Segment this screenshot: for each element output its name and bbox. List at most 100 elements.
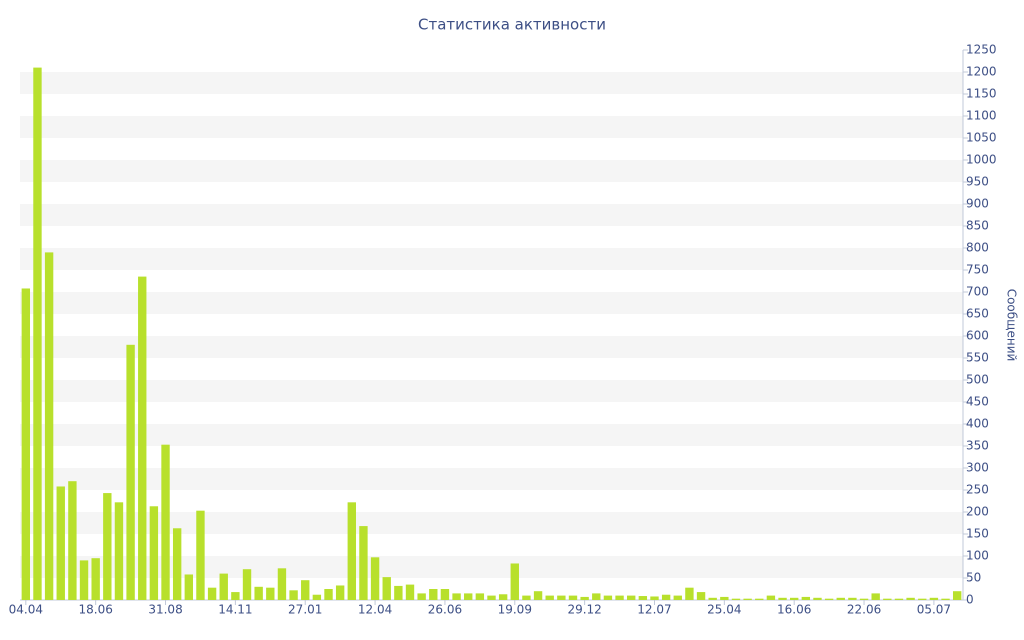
bar — [603, 595, 613, 600]
bar — [708, 597, 717, 600]
bar — [824, 598, 834, 600]
bar — [324, 589, 333, 600]
bar — [429, 589, 438, 600]
y-tick-label: 750 — [966, 263, 989, 277]
bar — [464, 593, 473, 600]
y-tick-label: 550 — [966, 351, 989, 365]
grid-band — [20, 336, 963, 358]
y-tick-label: 400 — [966, 417, 989, 431]
bar — [592, 593, 601, 600]
grid-band — [20, 160, 963, 182]
y-tick-label: 1100 — [966, 109, 997, 123]
bar — [231, 592, 240, 600]
bar — [138, 276, 147, 600]
x-tick-label: 04.04 — [9, 603, 43, 617]
x-tick-label: 16.06 — [777, 603, 811, 617]
bar — [731, 598, 741, 600]
bar — [859, 598, 869, 600]
bar — [405, 584, 415, 600]
bar — [743, 598, 752, 600]
y-tick-label: 500 — [966, 373, 989, 387]
bar — [918, 598, 927, 600]
y-tick-label: 1050 — [966, 131, 997, 145]
grid-band — [20, 72, 963, 94]
bar — [638, 596, 648, 600]
bar — [440, 589, 450, 600]
y-tick-label: 950 — [966, 175, 989, 189]
bar — [778, 597, 787, 600]
bar — [906, 597, 915, 600]
bar — [952, 591, 962, 600]
bar — [161, 444, 170, 600]
bar — [103, 493, 112, 600]
bar — [172, 528, 182, 600]
y-tick-label: 200 — [966, 505, 989, 519]
bar — [452, 593, 461, 600]
y-tick-label: 700 — [966, 285, 989, 299]
bar — [394, 585, 403, 600]
bar — [627, 595, 636, 600]
bar — [522, 595, 531, 600]
bar — [615, 595, 624, 600]
bar — [929, 597, 939, 600]
bar — [149, 506, 159, 600]
bar — [79, 560, 89, 600]
y-tick-label: 150 — [966, 527, 989, 541]
bar — [580, 596, 589, 600]
y-tick-label: 850 — [966, 219, 989, 233]
y-tick-label: 1250 — [966, 43, 997, 57]
bar — [417, 593, 426, 600]
x-tick-label: 19.09 — [498, 603, 532, 617]
grid-band — [20, 556, 963, 578]
bar — [510, 563, 519, 600]
bar — [487, 595, 496, 600]
grid-band — [20, 292, 963, 314]
y-tick-label: 350 — [966, 439, 989, 453]
grid-band — [20, 512, 963, 534]
bar — [766, 595, 776, 600]
bar — [91, 558, 100, 600]
y-tick-label: 450 — [966, 395, 989, 409]
bar — [126, 344, 135, 600]
grid-band — [20, 468, 963, 490]
bar — [871, 593, 880, 600]
chart-title: Статистика активности — [418, 16, 606, 34]
bar — [498, 594, 508, 600]
bar — [755, 598, 764, 600]
grid-band — [20, 116, 963, 138]
x-tick-label: 14.11 — [218, 603, 252, 617]
bar — [114, 502, 124, 600]
bar — [685, 587, 694, 600]
bar — [894, 598, 904, 600]
bar — [196, 510, 205, 600]
y-axis-title: Сообщений — [1005, 289, 1019, 362]
grid-band — [20, 248, 963, 270]
y-tick-label: 0 — [966, 593, 974, 607]
bar — [219, 573, 228, 600]
bar — [347, 502, 356, 600]
bar — [359, 526, 368, 600]
x-tick-label: 05.07 — [917, 603, 951, 617]
y-tick-label: 600 — [966, 329, 989, 343]
x-tick-label: 22.06 — [847, 603, 881, 617]
bar — [883, 598, 892, 600]
bar — [21, 288, 31, 600]
bar — [56, 486, 65, 600]
bar — [382, 577, 391, 600]
x-tick-label: 31.08 — [148, 603, 182, 617]
bar — [301, 580, 310, 600]
x-tick-label: 27.01 — [288, 603, 322, 617]
bar — [836, 597, 845, 600]
bar — [335, 585, 345, 600]
bar — [370, 557, 380, 600]
y-tick-label: 900 — [966, 197, 989, 211]
x-tick-label: 12.07 — [637, 603, 671, 617]
bar — [813, 597, 822, 600]
bar — [673, 595, 682, 600]
x-tick-label: 26.06 — [428, 603, 462, 617]
bar — [848, 597, 857, 600]
bar — [254, 586, 263, 600]
bar — [545, 595, 554, 600]
y-tick-label: 1150 — [966, 87, 997, 101]
x-tick-label: 29.12 — [567, 603, 601, 617]
